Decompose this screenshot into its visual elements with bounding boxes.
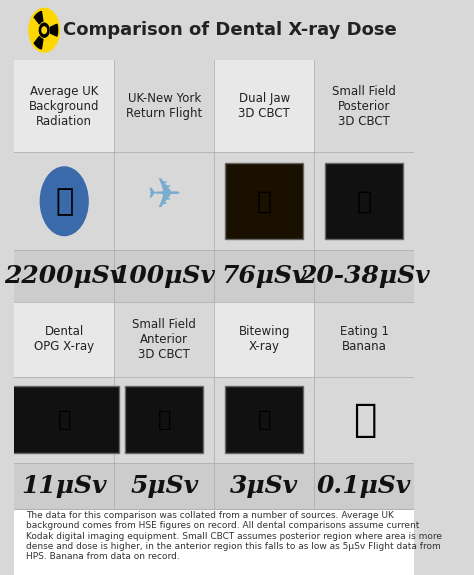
Text: Comparison of Dental X-ray Dose: Comparison of Dental X-ray Dose (64, 21, 397, 39)
Text: 5μSv: 5μSv (130, 474, 198, 498)
FancyBboxPatch shape (225, 163, 303, 239)
Text: Dental
OPG X-ray: Dental OPG X-ray (34, 325, 94, 353)
Text: Bitewing
X-ray: Bitewing X-ray (238, 325, 290, 353)
Text: The data for this comparison was collated from a number of sources. Average UK
b: The data for this comparison was collate… (26, 511, 442, 561)
FancyBboxPatch shape (214, 302, 314, 377)
Text: 20-38μSv: 20-38μSv (299, 264, 429, 288)
FancyBboxPatch shape (114, 152, 214, 250)
FancyBboxPatch shape (114, 302, 214, 377)
FancyBboxPatch shape (214, 152, 314, 250)
Wedge shape (34, 36, 43, 49)
Text: Small Field
Anterior
3D CBCT: Small Field Anterior 3D CBCT (132, 318, 196, 361)
Text: 2200μSv: 2200μSv (4, 264, 124, 288)
FancyBboxPatch shape (14, 463, 114, 509)
FancyBboxPatch shape (314, 463, 414, 509)
FancyBboxPatch shape (14, 152, 114, 250)
Circle shape (39, 23, 49, 37)
Text: Dual Jaw
3D CBCT: Dual Jaw 3D CBCT (238, 93, 290, 120)
Text: Average UK
Background
Radiation: Average UK Background Radiation (29, 85, 100, 128)
FancyBboxPatch shape (14, 250, 114, 302)
FancyBboxPatch shape (114, 463, 214, 509)
Text: 💀: 💀 (357, 189, 372, 213)
Text: Small Field
Posterior
3D CBCT: Small Field Posterior 3D CBCT (332, 85, 396, 128)
Text: 100μSv: 100μSv (113, 264, 216, 288)
FancyBboxPatch shape (14, 0, 414, 60)
FancyBboxPatch shape (314, 152, 414, 250)
Wedge shape (34, 12, 43, 24)
FancyBboxPatch shape (114, 60, 214, 152)
FancyBboxPatch shape (214, 463, 314, 509)
FancyBboxPatch shape (314, 250, 414, 302)
Wedge shape (50, 24, 58, 36)
FancyBboxPatch shape (14, 377, 114, 463)
Text: 🍌: 🍌 (353, 401, 376, 439)
FancyBboxPatch shape (314, 302, 414, 377)
Circle shape (40, 167, 88, 236)
Circle shape (42, 27, 46, 33)
FancyBboxPatch shape (225, 386, 303, 453)
FancyBboxPatch shape (14, 509, 414, 575)
FancyBboxPatch shape (9, 386, 119, 453)
FancyBboxPatch shape (14, 60, 114, 152)
FancyBboxPatch shape (314, 60, 414, 152)
FancyBboxPatch shape (314, 377, 414, 463)
Text: 76μSv: 76μSv (221, 264, 307, 288)
Text: 🌍: 🌍 (55, 187, 73, 216)
Text: 🦷: 🦷 (257, 410, 271, 430)
FancyBboxPatch shape (214, 377, 314, 463)
Text: 🦷: 🦷 (257, 189, 272, 213)
FancyBboxPatch shape (325, 163, 403, 239)
Text: Eating 1
Banana: Eating 1 Banana (340, 325, 389, 353)
FancyBboxPatch shape (214, 60, 314, 152)
FancyBboxPatch shape (14, 302, 114, 377)
FancyBboxPatch shape (214, 250, 314, 302)
Text: 0.1μSv: 0.1μSv (317, 474, 411, 498)
Text: 🦷: 🦷 (57, 410, 71, 430)
FancyBboxPatch shape (125, 386, 203, 453)
Text: 3μSv: 3μSv (230, 474, 298, 498)
Circle shape (29, 8, 59, 52)
Text: ✈: ✈ (147, 174, 182, 217)
FancyBboxPatch shape (114, 377, 214, 463)
Text: 11μSv: 11μSv (21, 474, 107, 498)
Text: UK-New York
Return Flight: UK-New York Return Flight (126, 93, 202, 120)
FancyBboxPatch shape (114, 250, 214, 302)
Text: 💀: 💀 (157, 410, 171, 430)
